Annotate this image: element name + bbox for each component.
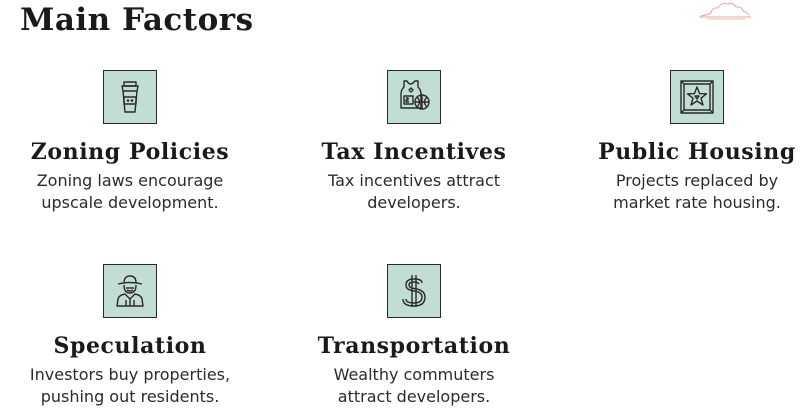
coffee-cup-icon xyxy=(103,70,157,124)
dollar-sign-icon xyxy=(387,264,441,318)
factor-description-line: upscale development. xyxy=(41,193,219,212)
factor-card-zoning-policies: Zoning Policies Zoning laws encourage up… xyxy=(5,70,255,214)
jersey-basketball-icon xyxy=(387,70,441,124)
investor-hat-icon xyxy=(103,264,157,318)
factor-title: Public Housing xyxy=(598,139,796,165)
factor-description-line: attract developers. xyxy=(337,387,491,406)
factor-title: Speculation xyxy=(53,333,207,359)
factor-title: Tax Incentives xyxy=(321,139,507,165)
factor-card-tax-incentives: Tax Incentives Tax incentives attract de… xyxy=(289,70,539,214)
cloud-decoration-icon xyxy=(699,2,751,20)
factor-description-line: Zoning laws encourage xyxy=(36,171,224,190)
factor-card-transportation: Transportation Wealthy commuters attract… xyxy=(289,264,539,408)
star-frame-icon xyxy=(670,70,724,124)
page-title: Main Factors xyxy=(20,2,254,38)
factor-card-speculation: Speculation Investors buy properties, pu… xyxy=(5,264,255,408)
factor-description: Projects replaced by market rate housing… xyxy=(572,170,809,214)
factor-description-line: pushing out residents. xyxy=(40,387,220,406)
factor-description-line: market rate housing. xyxy=(613,193,781,212)
factor-description: Investors buy properties, pushing out re… xyxy=(5,364,255,408)
factor-card-public-housing: Public Housing Projects replaced by mark… xyxy=(572,70,809,214)
factor-description-line: Investors buy properties, xyxy=(29,365,231,384)
factor-title: Zoning Policies xyxy=(30,139,230,165)
factor-description: Tax incentives attract developers. xyxy=(289,170,539,214)
factor-description-line: Projects replaced by xyxy=(615,171,779,190)
factor-description: Zoning laws encourage upscale developmen… xyxy=(5,170,255,214)
factor-description-line: Wealthy commuters xyxy=(333,365,495,384)
factor-description: Wealthy commuters attract developers. xyxy=(289,364,539,408)
factor-description-line: Tax incentives attract xyxy=(327,171,501,190)
factor-title: Transportation xyxy=(317,333,511,359)
factor-description-line: developers. xyxy=(367,193,461,212)
